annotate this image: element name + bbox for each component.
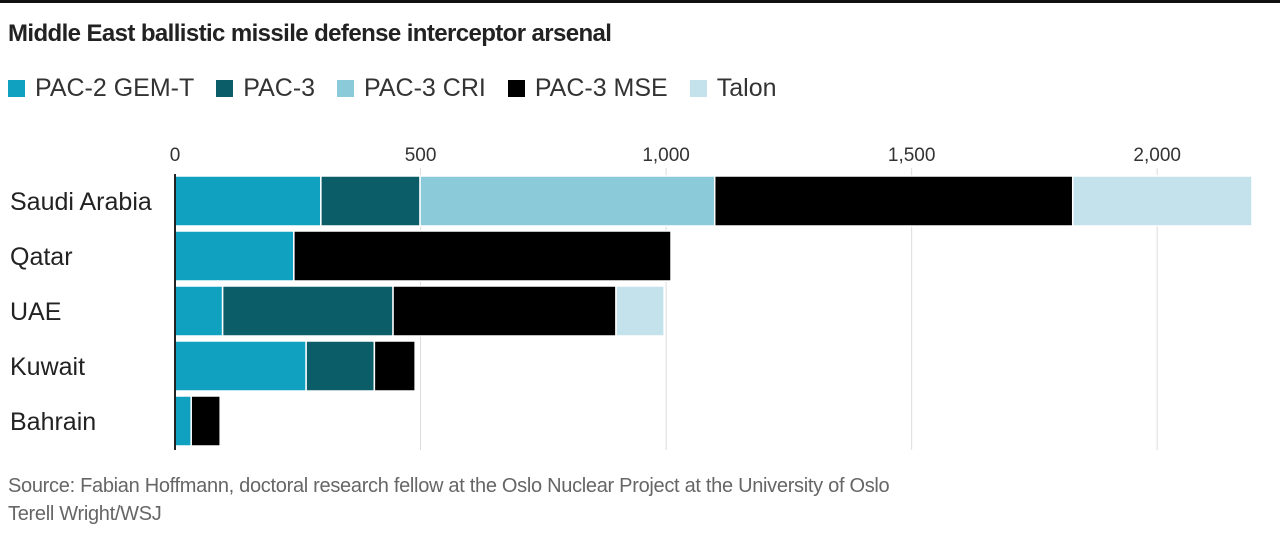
legend-label: PAC-2 GEM-T [35,74,195,102]
category-label: Kuwait [10,353,85,381]
legend-item-pac2-gemt: PAC-2 GEM-T [8,74,194,103]
x-tick-label: 1,000 [642,145,690,166]
legend-label: PAC-3 MSE [534,74,668,102]
bar-segment [293,230,672,282]
bar-segment [221,285,394,337]
bar-segment [174,175,322,227]
bar-segment [320,175,421,227]
legend-swatch [8,80,25,97]
x-tick-label: 1,500 [888,145,936,166]
chart-title: Middle East ballistic missile defense in… [8,20,612,47]
x-tick-label: 2,000 [1133,145,1181,166]
x-tick-label: 500 [405,145,437,166]
legend-label: PAC-3 CRI [364,74,486,102]
category-label: Saudi Arabia [10,188,152,216]
bar-segment [174,285,224,337]
legend-item-talon: Talon [689,74,777,103]
bar-segment [174,395,192,447]
bar-segment [305,340,376,392]
category-label: Qatar [10,243,73,271]
legend-swatch [216,80,234,97]
bar-segment [174,340,307,392]
footer: Source: Fabian Hoffmann, doctoral resear… [8,472,890,528]
bar-segment [713,175,1074,227]
bar-segment [373,340,416,392]
legend-swatch [689,80,707,97]
bar-segment [174,230,295,282]
legend-label: Talon [716,74,777,102]
legend: PAC-2 GEM-T PAC-3 PAC-3 CRI PAC-3 MSE Ta… [8,74,799,103]
legend-swatch [507,80,525,97]
x-tick-label: 0 [170,145,181,166]
bar-segment [190,395,221,447]
bar-segment [1071,175,1253,227]
bar-segment [419,175,716,227]
legend-item-pac3-mse: PAC-3 MSE [507,74,668,103]
category-label: UAE [10,298,61,326]
top-rule [0,0,1280,3]
legend-item-pac3-cri: PAC-3 CRI [337,74,486,103]
category-label: Bahrain [10,408,96,436]
credit: Terell Wright/WSJ [8,503,162,525]
source-note: Source: Fabian Hoffmann, doctoral resear… [8,475,890,497]
legend-item-pac3: PAC-3 [216,74,315,103]
legend-label: PAC-3 [243,74,316,102]
bar-segment [392,285,617,337]
legend-swatch [337,80,355,97]
bar-segment [615,285,665,337]
